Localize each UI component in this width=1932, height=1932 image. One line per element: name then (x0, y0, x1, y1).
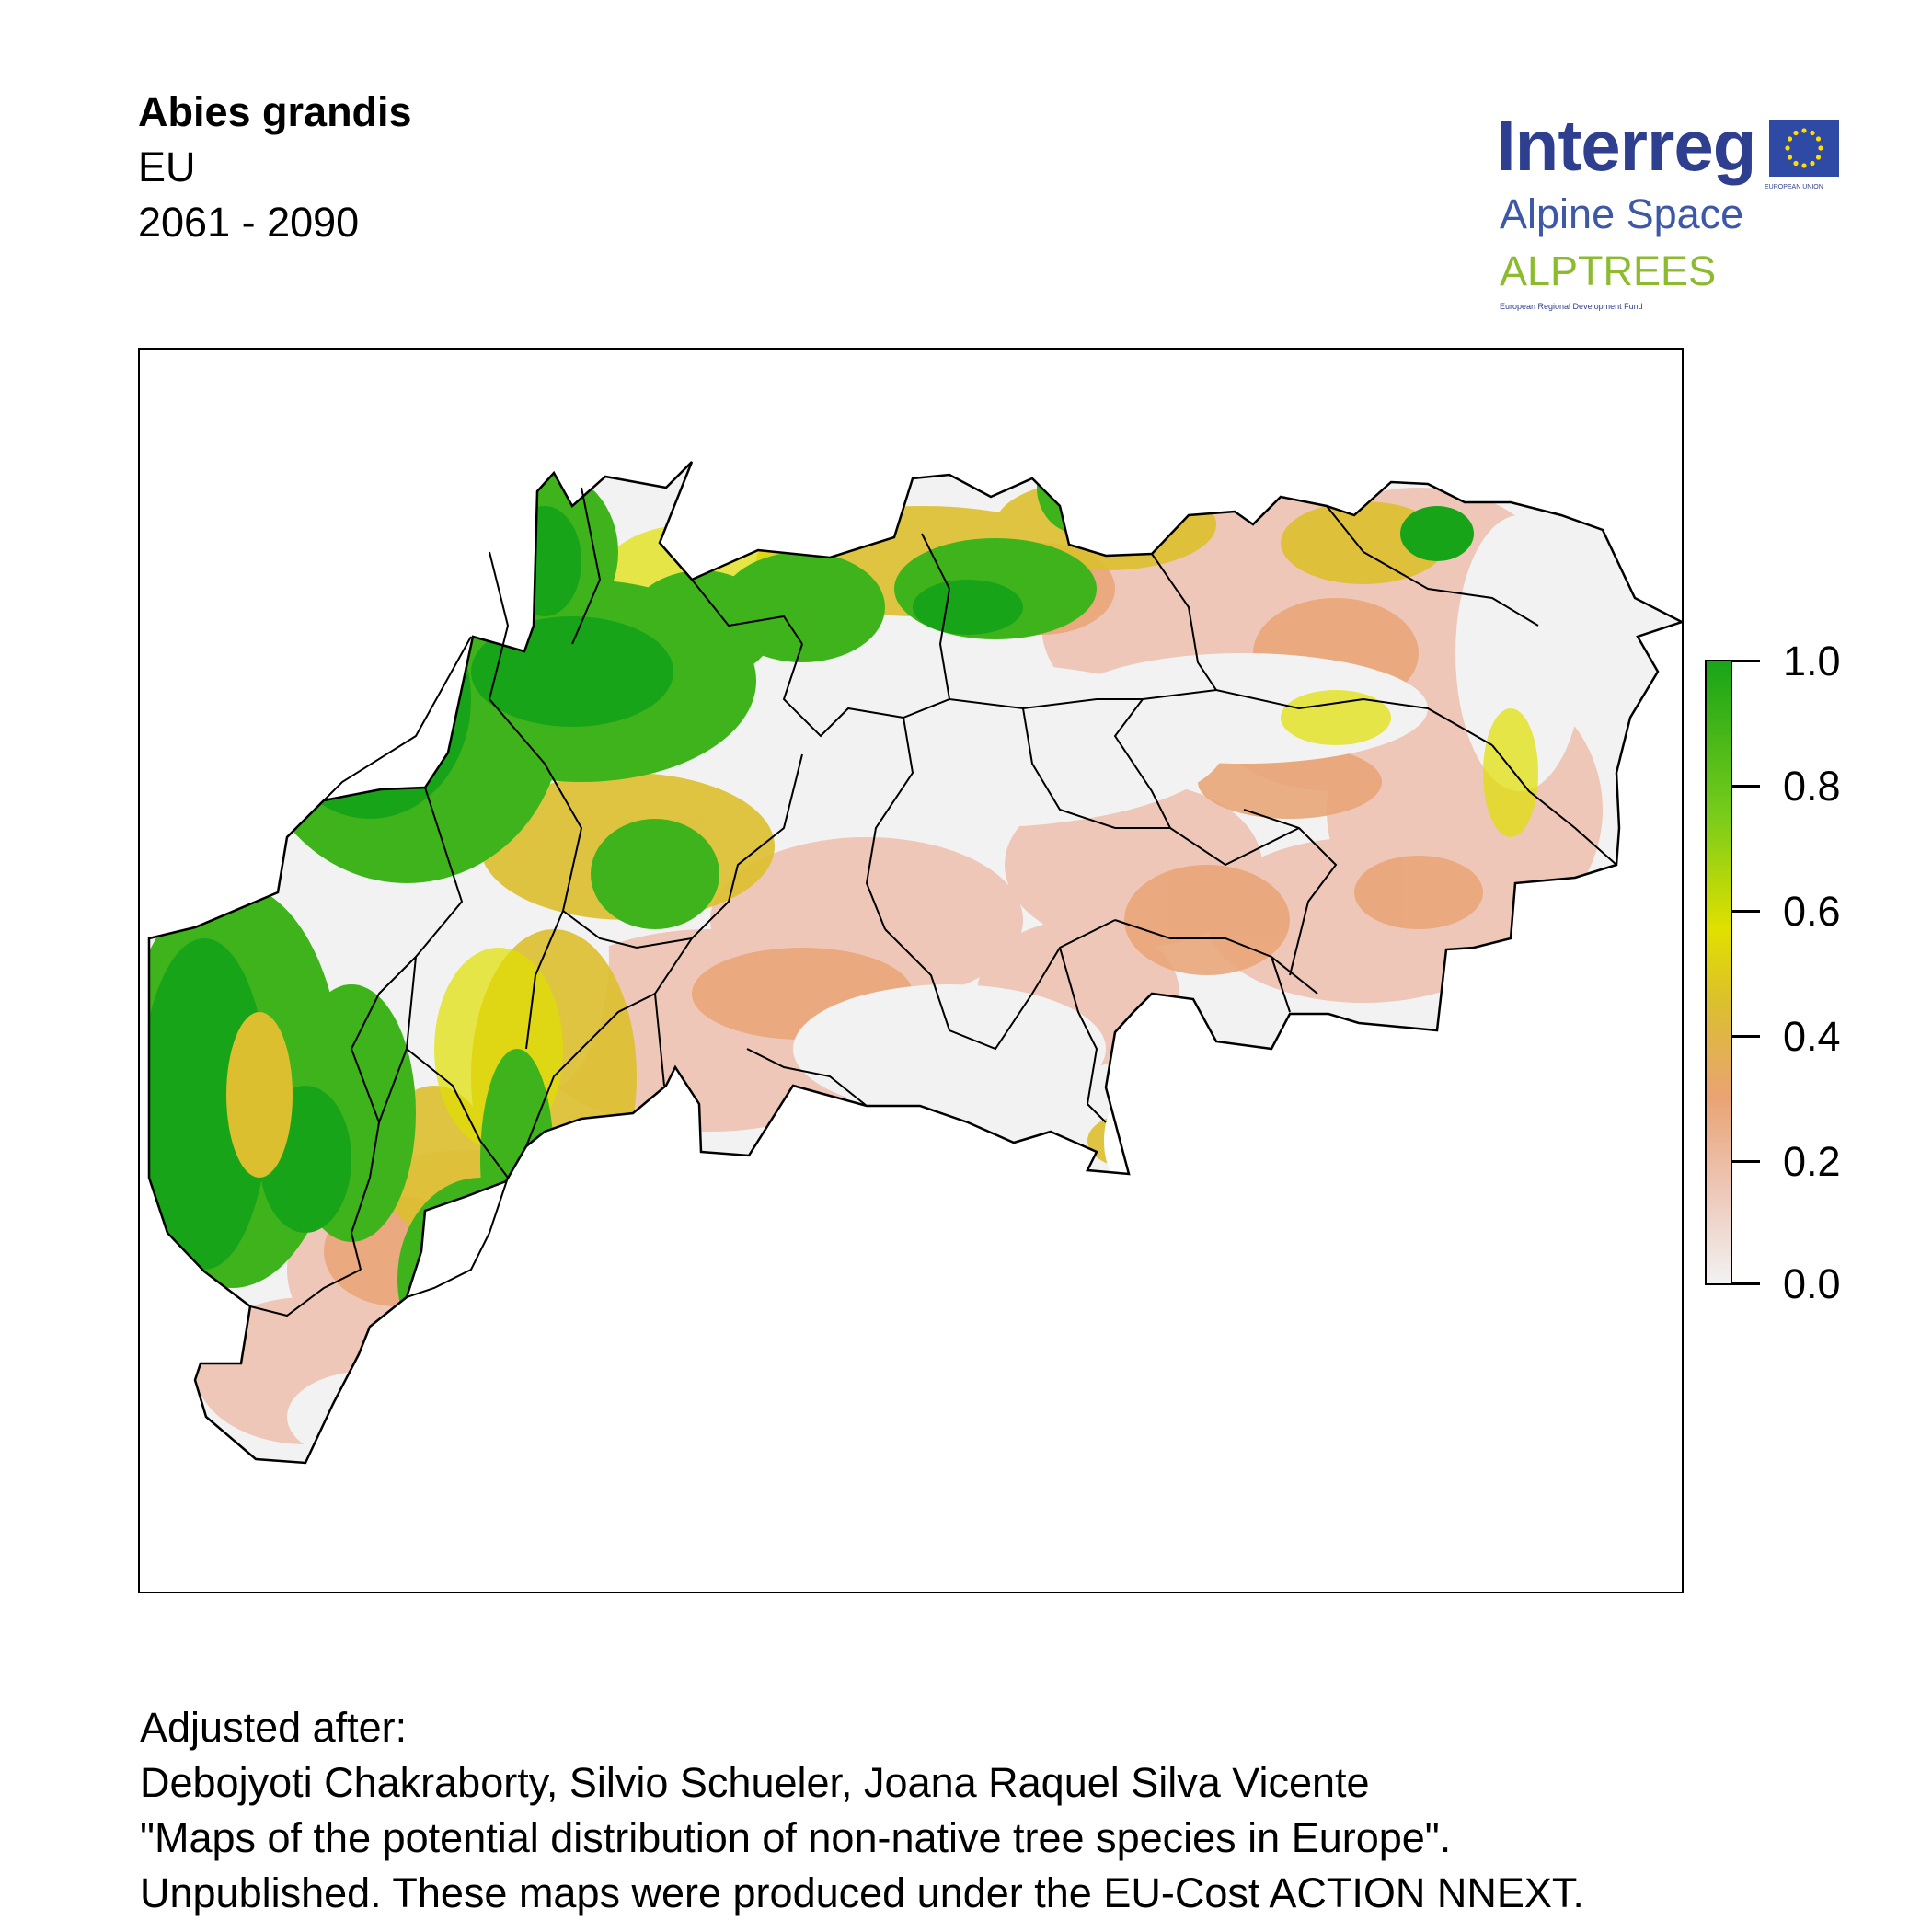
region-boundaries (249, 487, 1617, 1317)
legend-color-bar (1705, 660, 1732, 1285)
legend-tick (1732, 785, 1760, 788)
legend-tick-label: 0.6 (1783, 888, 1841, 935)
eu-label: EUROPEAN UNION (1765, 184, 1823, 190)
lagoon (1104, 1098, 1144, 1183)
citation-line: Adjusted after: (140, 1704, 408, 1751)
citation-authors: Debojyoti Chakraborty, Silvio Schueler, … (140, 1759, 1370, 1806)
legend-tick (1732, 1160, 1760, 1163)
citation-title: "Maps of the potential distribution of n… (140, 1814, 1452, 1861)
map-panel (138, 348, 1684, 1593)
eu-flag-icon (1769, 120, 1839, 177)
legend-tick-label: 0.8 (1783, 763, 1841, 810)
legend-tick-label: 1.0 (1783, 638, 1841, 684)
eu-stars (1785, 128, 1823, 168)
suitability-map (147, 461, 1682, 1465)
species-name: Abies grandis (138, 88, 412, 135)
legend-tick (1732, 1282, 1760, 1285)
legend-tick (1732, 660, 1760, 662)
alpine-space-boundary (147, 461, 1682, 1465)
citation-block: Adjusted after: Debojyoti Chakraborty, S… (140, 1700, 1584, 1921)
logo-brand: Interreg (1496, 105, 1756, 186)
citation-note: Unpublished. These maps were produced un… (140, 1869, 1584, 1916)
period-label: 2061 - 2090 (138, 199, 360, 246)
logo-fund: European Regional Development Fund (1500, 302, 1643, 311)
interreg-logo: Interreg Alpine Space ALPTREES European … (1496, 109, 1846, 320)
logo-program: Alpine Space (1500, 190, 1744, 237)
legend-tick (1732, 910, 1760, 913)
legend-tick (1732, 1035, 1760, 1038)
legend-tick-label: 0.2 (1783, 1138, 1841, 1185)
west-yellow-patch (226, 1012, 293, 1178)
map-title-block: Abies grandis EU 2061 - 2090 (138, 85, 412, 250)
legend-tick-label: 0.4 (1783, 1013, 1841, 1060)
logo-project: ALPTREES (1500, 247, 1717, 294)
legend-tick-label: 0.0 (1783, 1260, 1841, 1307)
region-label: EU (138, 144, 196, 190)
